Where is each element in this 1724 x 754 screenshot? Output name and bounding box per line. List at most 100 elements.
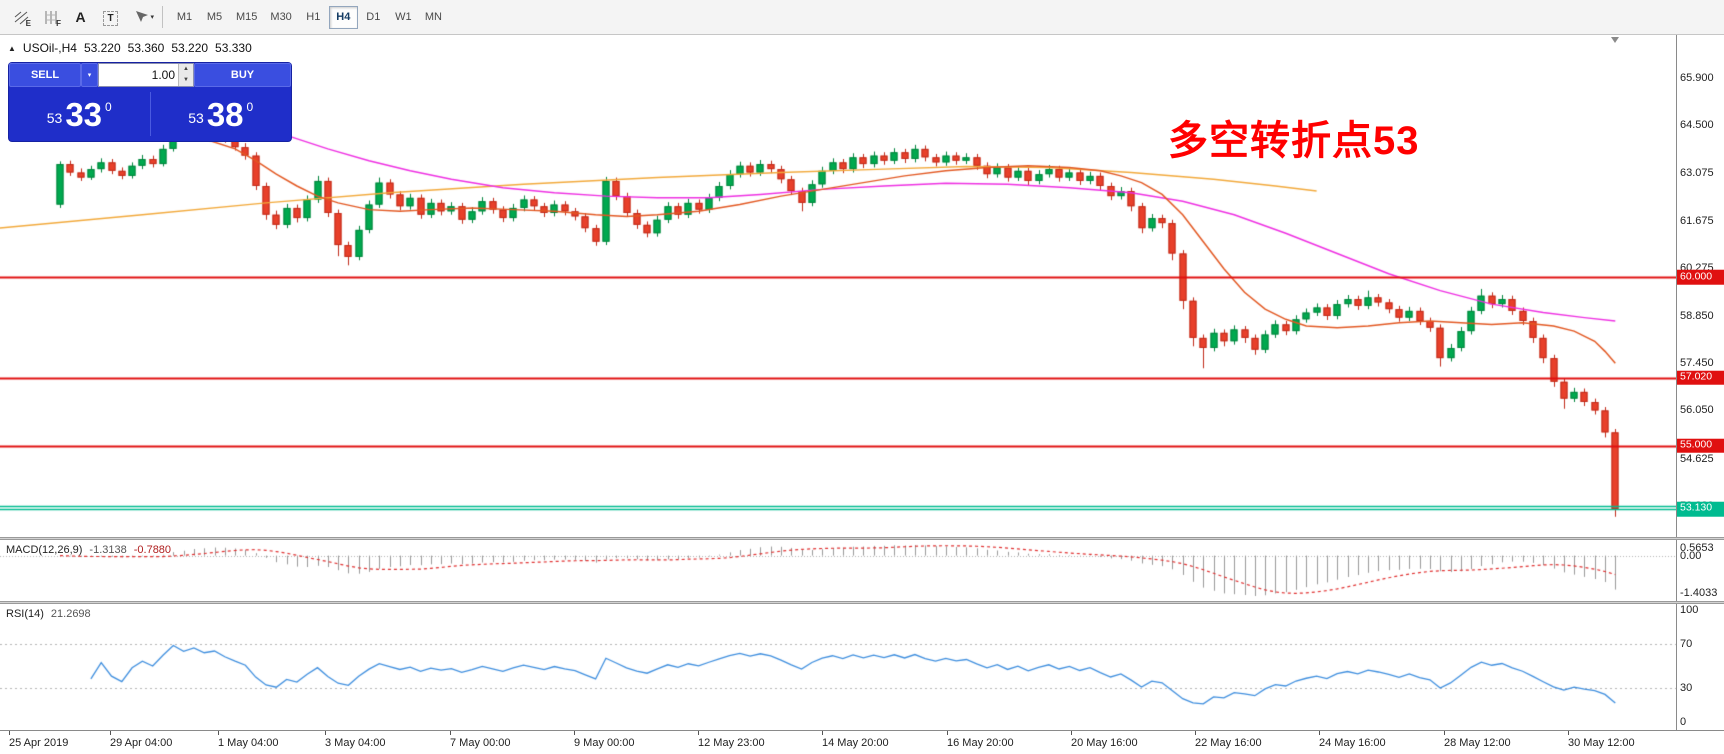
- buy-price-display[interactable]: 53 38 0: [151, 87, 292, 141]
- timeframe-button-m5[interactable]: M5: [200, 6, 229, 29]
- time-axis-tick: [110, 731, 111, 735]
- price-axis-label: 64.500: [1680, 119, 1714, 132]
- grid-columns-icon[interactable]: F: [36, 4, 65, 31]
- price-axis-label: 56.050: [1680, 404, 1714, 417]
- price-line-tag: 53.130: [1677, 501, 1724, 517]
- time-axis-label: 1 May 04:00: [218, 737, 279, 749]
- price-line-tag: 55.000: [1677, 438, 1724, 454]
- sell-button[interactable]: SELL: [9, 63, 81, 87]
- price-axis-label: 65.900: [1680, 72, 1714, 84]
- price-axis-label: 54.625: [1680, 452, 1714, 465]
- rsi-name: RSI(14): [6, 608, 44, 620]
- time-axis-label: 24 May 16:00: [1319, 737, 1386, 749]
- chevron-down-icon: ▾: [150, 13, 154, 21]
- timeframe-button-m1[interactable]: M1: [170, 6, 199, 29]
- buy-price-whole: 53: [188, 110, 204, 126]
- timeframe-button-m15[interactable]: M15: [230, 6, 263, 29]
- one-click-panel-toggle-icon[interactable]: ▲: [8, 43, 16, 53]
- timeframe-button-h1[interactable]: H1: [299, 6, 328, 29]
- one-click-trading-panel: SELL ▾ ▲ ▼ BUY 53 33 0 53 38 0: [9, 63, 291, 141]
- symbol-period-label: USOil-,H4: [22, 41, 77, 55]
- time-axis-label: 14 May 20:00: [822, 737, 889, 749]
- time-axis-label: 30 May 12:00: [1568, 737, 1635, 749]
- macd-indicator-canvas[interactable]: [0, 540, 1676, 601]
- volume-increase-icon[interactable]: ▲: [179, 64, 193, 75]
- time-axis-tick: [822, 731, 823, 735]
- timeframe-toolbar: M1 M5 M15 M30 H1 H4 D1 W1 MN: [170, 5, 448, 29]
- rsi-axis-label: 0: [1680, 716, 1687, 728]
- macd-label: MACD(12,26,9) -1.3138 -0.7880: [6, 544, 171, 556]
- sell-price-point: 0: [105, 100, 112, 114]
- time-axis-label: 28 May 12:00: [1444, 737, 1511, 749]
- time-axis-tick: [218, 731, 219, 735]
- drawing-toolbar: E F A T ▾: [6, 4, 155, 31]
- volume-field: ▲ ▼: [98, 63, 194, 87]
- price-line-tag: 60.000: [1677, 269, 1724, 285]
- time-axis: 25 Apr 2019 29 Apr 04:00 1 May 04:00 3 May …: [0, 730, 1724, 754]
- macd-axis-label: -1.4033: [1680, 587, 1718, 599]
- tool-letter: A: [75, 8, 86, 25]
- volume-input[interactable]: [99, 64, 193, 86]
- time-axis-tick: [450, 731, 451, 735]
- toolbar: E F A T ▾ M1 M5 M15 M30 H1 H4 D1 W1 MN: [0, 0, 1724, 35]
- price-axis-label: 61.675: [1680, 214, 1714, 227]
- chart-annotation-text[interactable]: 多空转折点53: [1168, 119, 1420, 163]
- sell-price-whole: 53: [46, 110, 63, 126]
- rsi-axis-label: 100: [1680, 604, 1699, 616]
- macd-main-value: -1.3138: [89, 544, 127, 556]
- volume-decrease-icon[interactable]: ▼: [179, 75, 193, 86]
- time-axis-label: 25 Apr 2019: [9, 737, 69, 749]
- line-studies-icon[interactable]: E: [6, 4, 35, 31]
- rsi-panel-splitter[interactable]: [0, 601, 1724, 604]
- time-axis-label: 20 May 16:00: [1071, 737, 1138, 749]
- buy-button[interactable]: BUY: [194, 63, 291, 87]
- timeframe-button-h4[interactable]: H4: [328, 5, 358, 29]
- quote-open-value: 53.220: [83, 41, 121, 55]
- quote-high-value: 53.360: [127, 41, 165, 55]
- time-axis-label: 9 May 00:00: [574, 737, 635, 749]
- time-axis-label: 29 Apr 04:00: [110, 737, 173, 749]
- volume-dropdown-icon[interactable]: ▾: [81, 63, 98, 87]
- shapes-dropdown-icon[interactable]: ▾: [126, 4, 155, 31]
- time-axis-tick: [325, 731, 326, 735]
- time-axis-tick: [1444, 731, 1445, 735]
- text-label-icon[interactable]: A: [66, 4, 95, 31]
- tool-letter: T: [103, 10, 118, 26]
- macd-signal-value: -0.7880: [133, 544, 172, 556]
- rsi-label: RSI(14) 21.2698: [6, 608, 91, 620]
- text-box-icon[interactable]: T: [96, 4, 125, 31]
- price-divider: [149, 92, 151, 136]
- quote-header: ▲ USOil-,H4 53.220 53.360 53.220 53.330: [8, 41, 252, 55]
- quote-close-value: 53.330: [215, 41, 252, 55]
- price-scale: 65.900 64.500 63.075 61.675 60.275 58.850 57.4…: [1676, 35, 1724, 537]
- rsi-axis-label: 70: [1680, 637, 1693, 650]
- toolbar-separator: [162, 6, 163, 28]
- price-line-tag: 57.020: [1677, 370, 1724, 385]
- macd-name: MACD(12,26,9): [6, 544, 83, 556]
- time-axis-label: 7 May 00:00: [450, 737, 511, 749]
- timeframe-button-w1[interactable]: W1: [389, 6, 418, 29]
- volume-stepper: ▲ ▼: [178, 64, 193, 86]
- sell-price-display[interactable]: 53 33 0: [9, 87, 150, 141]
- tool-letter: E: [25, 18, 31, 28]
- time-axis-tick: [698, 731, 699, 735]
- timeframe-button-m30[interactable]: M30: [264, 6, 297, 29]
- time-axis-tick: [574, 731, 575, 735]
- time-axis-label: 3 May 04:00: [325, 737, 386, 749]
- chart-shift-marker-icon: [1611, 37, 1619, 43]
- timeframe-button-d1[interactable]: D1: [359, 6, 388, 29]
- buy-price-pips: 38: [206, 95, 244, 133]
- timeframe-button-mn[interactable]: MN: [419, 6, 448, 29]
- macd-axis-label: 0.00: [1680, 549, 1702, 562]
- tool-letter: F: [56, 18, 61, 28]
- time-axis-tick: [947, 731, 948, 735]
- time-axis-tick: [1195, 731, 1196, 735]
- price-axis-label: 58.850: [1680, 309, 1714, 322]
- macd-panel-splitter[interactable]: [0, 537, 1724, 540]
- rsi-value: 21.2698: [50, 608, 91, 620]
- time-axis-label: 22 May 16:00: [1195, 737, 1262, 749]
- rsi-scale: 100 70 30 0: [1676, 604, 1724, 730]
- rsi-indicator-canvas[interactable]: [0, 604, 1676, 730]
- price-axis-label: 63.075: [1680, 167, 1714, 180]
